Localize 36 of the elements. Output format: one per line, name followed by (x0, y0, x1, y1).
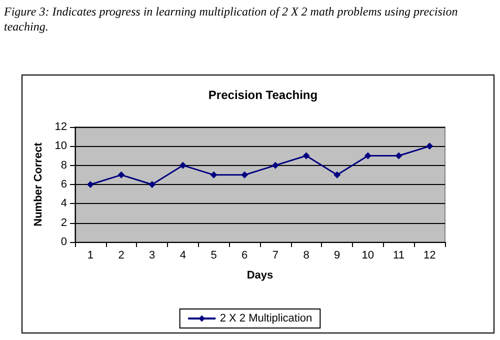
point (148, 181, 156, 188)
x-tick-label: 6 (242, 250, 248, 262)
y-tick-label: 10 (54, 140, 67, 152)
point (179, 162, 186, 169)
x-tick-label: 3 (149, 250, 156, 262)
point (395, 152, 402, 160)
x-tick-label: 12 (423, 250, 436, 262)
caption: Figure 3: Indicates progress in learning multiplication of 2 X 2 math problems using precision teaching. (3, 4, 461, 34)
y-tick-label: 0 (60, 236, 67, 248)
x-tick-label: 2 (118, 250, 124, 262)
x-tick-label: 4 (180, 250, 186, 262)
point (334, 171, 341, 178)
x-tick-label: 9 (334, 250, 340, 262)
point (302, 152, 310, 160)
y-tick-label: 12 (54, 121, 67, 133)
x-tick-label: 10 (362, 250, 374, 262)
x-tick-label: 5 (210, 250, 217, 262)
y-tick-label: 6 (60, 178, 67, 190)
point (210, 171, 218, 178)
point (118, 171, 125, 178)
x-axis-title: Days (246, 270, 274, 282)
y-axis-title: Number Correct (32, 142, 44, 226)
x-tick-label: 1 (87, 250, 94, 262)
point (364, 152, 372, 160)
x-tick-label: 8 (303, 250, 310, 262)
point (272, 162, 279, 169)
legend-label: 2 X 2 Multiplication (220, 312, 312, 324)
y-tick-label: 2 (60, 216, 67, 229)
y-tick-label: 8 (60, 159, 67, 172)
point (241, 171, 248, 178)
point (86, 181, 94, 188)
x-tick-label: 7 (272, 250, 278, 262)
chart-title: Precision Teaching (208, 88, 318, 102)
point (426, 142, 434, 150)
x-tick-label: 11 (393, 250, 404, 262)
y-tick-label: 4 (60, 198, 67, 210)
